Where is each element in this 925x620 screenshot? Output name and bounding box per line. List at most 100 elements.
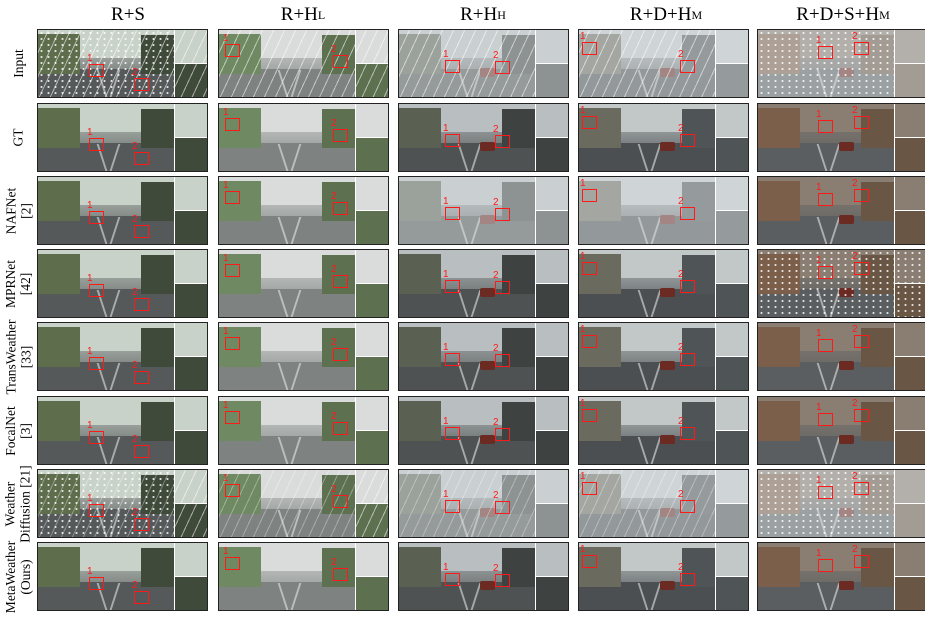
weather-overlay <box>175 504 207 537</box>
zoom-region-marker: 1 <box>443 123 460 147</box>
zoom-region-number: 2 <box>132 360 138 371</box>
row-label-text: FocalNet [3] <box>3 406 33 456</box>
zoom-insets <box>894 177 925 244</box>
zoom-inset <box>536 104 568 137</box>
car <box>838 434 854 444</box>
zoom-region-marker: 1 <box>223 253 240 277</box>
zoom-region-number: 1 <box>816 182 822 193</box>
weather-overlay <box>399 30 538 97</box>
scene-building-right <box>140 182 177 222</box>
zoom-region-marker: 2 <box>678 562 695 586</box>
zoom-insets <box>894 30 925 97</box>
zoom-inset <box>895 210 925 244</box>
column-header-text: R+S <box>111 4 145 25</box>
zoom-region-marker: 1 <box>443 196 460 220</box>
zoom-region-marker: 2 <box>331 264 348 288</box>
scene-building-right <box>140 402 177 442</box>
zoom-region-number: 1 <box>443 123 449 134</box>
zoom-insets <box>535 543 568 610</box>
zoom-region-marker: 1 <box>223 107 240 131</box>
zoom-inset <box>716 576 748 610</box>
zoom-inset <box>356 177 388 210</box>
zoom-region-number: 2 <box>852 398 858 409</box>
column-header-text: R+D+H <box>629 4 692 25</box>
column-header-text: R+H <box>460 4 498 25</box>
zoom-region-number: 1 <box>443 196 449 207</box>
weather-overlay <box>716 64 748 97</box>
zoom-inset <box>356 30 388 63</box>
car <box>659 580 675 590</box>
scene-building-left <box>38 401 80 442</box>
scene-building-right <box>501 109 538 149</box>
zoom-region-number: 1 <box>223 107 229 118</box>
zoom-region-marker: 2 <box>493 270 510 294</box>
weather-overlay <box>219 470 358 537</box>
row-label-line: Diffusion [21] <box>18 464 33 543</box>
zoom-inset <box>895 104 925 137</box>
zoom-inset <box>895 430 925 464</box>
zoom-region-marker: 2 <box>678 489 695 513</box>
weather-overlay <box>895 30 925 63</box>
row-label-text: Weather Diffusion [21] <box>3 465 33 542</box>
zoom-inset <box>536 430 568 464</box>
zoom-region-marker: 1 <box>816 328 833 352</box>
weather-overlay <box>175 64 207 97</box>
zoom-inset <box>356 470 388 503</box>
zoom-region-number: 2 <box>493 490 499 501</box>
row-label-line: Weather <box>3 481 18 526</box>
zoom-insets <box>535 177 568 244</box>
zoom-region-number: 1 <box>87 273 93 284</box>
weather-overlay <box>536 64 568 97</box>
weather-overlay <box>356 504 388 537</box>
car <box>659 141 675 151</box>
zoom-inset <box>716 104 748 137</box>
zoom-region-marker: 1 <box>87 127 104 151</box>
zoom-inset <box>895 250 925 283</box>
scene-building-right <box>681 328 718 368</box>
zoom-region-marker: 1 <box>816 475 833 499</box>
zoom-region-marker: 1 <box>223 400 240 424</box>
scene-building-right <box>140 548 177 588</box>
zoom-region-marker: 1 <box>816 109 833 133</box>
zoom-region-marker: 1 <box>443 489 460 513</box>
scene-building-left <box>38 327 80 368</box>
weather-overlay <box>716 470 748 503</box>
zoom-region-number: 1 <box>223 400 229 411</box>
zoom-region-marker: 2 <box>132 507 149 531</box>
scene-building-right <box>501 402 538 442</box>
zoom-region-number: 2 <box>132 580 138 591</box>
zoom-inset <box>536 543 568 576</box>
car <box>838 141 854 151</box>
zoom-region-number: 1 <box>87 127 93 138</box>
zoom-insets <box>535 104 568 171</box>
zoom-region-marker: 1 <box>87 420 104 444</box>
zoom-region-number: 1 <box>580 251 586 262</box>
row-label: NAFNet [2] <box>0 176 36 245</box>
zoom-region-marker: 2 <box>493 563 510 587</box>
zoom-inset <box>175 576 207 610</box>
zoom-region-number: 2 <box>132 141 138 152</box>
zoom-region-marker: 1 <box>816 548 833 572</box>
row-label: FocalNet [3] <box>0 396 36 465</box>
weather-overlay <box>716 30 748 63</box>
zoom-region-number: 2 <box>678 49 684 60</box>
zoom-region-number: 1 <box>580 471 586 482</box>
zoom-region-marker: 1 <box>87 566 104 590</box>
zoom-region-number: 2 <box>331 411 337 422</box>
zoom-region-marker: 1 <box>816 402 833 426</box>
zoom-inset <box>175 470 207 503</box>
